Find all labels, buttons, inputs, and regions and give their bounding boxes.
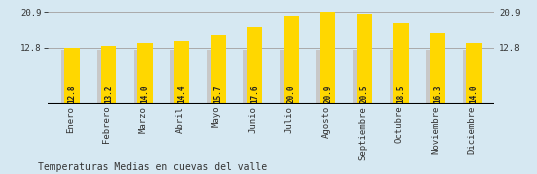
Text: Temperaturas Medias en cuevas del valle: Temperaturas Medias en cuevas del valle — [38, 162, 267, 172]
Text: 20.9: 20.9 — [323, 85, 332, 103]
Bar — [134, 50, 149, 104]
Bar — [174, 41, 190, 104]
Bar — [426, 50, 441, 104]
Bar — [393, 23, 409, 104]
Bar — [357, 14, 372, 104]
Bar — [316, 50, 332, 104]
Text: 14.0: 14.0 — [469, 85, 478, 103]
Bar — [170, 50, 186, 104]
Text: 12.8: 12.8 — [68, 85, 77, 103]
Bar — [101, 46, 117, 104]
Bar — [320, 12, 336, 104]
Bar — [64, 48, 80, 104]
Text: 15.7: 15.7 — [214, 85, 223, 103]
Text: 14.0: 14.0 — [141, 85, 150, 103]
Bar — [389, 50, 405, 104]
Text: 16.3: 16.3 — [433, 85, 442, 103]
Bar — [284, 16, 299, 104]
Text: 20.5: 20.5 — [360, 85, 369, 103]
Bar — [61, 50, 76, 104]
Bar — [462, 50, 478, 104]
Bar — [211, 35, 226, 104]
Text: 20.0: 20.0 — [287, 85, 296, 103]
Text: 13.2: 13.2 — [104, 85, 113, 103]
Bar — [137, 43, 153, 104]
Bar — [243, 50, 259, 104]
Text: 18.5: 18.5 — [396, 85, 405, 103]
Text: 17.6: 17.6 — [250, 85, 259, 103]
Bar — [247, 27, 263, 104]
Text: 14.4: 14.4 — [177, 85, 186, 103]
Bar — [97, 50, 113, 104]
Bar — [207, 50, 222, 104]
Bar — [353, 50, 368, 104]
Bar — [280, 50, 295, 104]
Bar — [430, 33, 445, 104]
Bar — [466, 43, 482, 104]
